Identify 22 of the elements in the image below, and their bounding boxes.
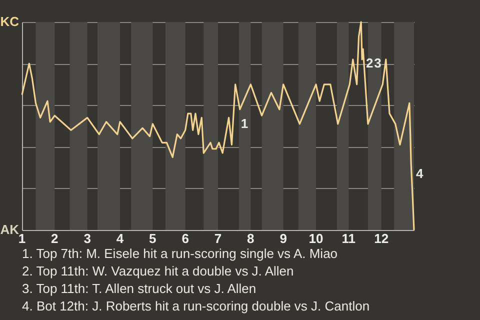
x-tick-label: 6 [182, 231, 189, 246]
x-tick-label: 4 [116, 231, 124, 246]
x-tick-label: 2 [51, 231, 58, 246]
text: 2. Top 11th: W. Vazquez hit a double vs J. Allen [22, 264, 294, 278]
x-tick-label: 3 [84, 231, 91, 246]
x-tick-label: 7 [214, 231, 222, 246]
text: 1. Top 7th: M. Eisele hit a run-scoring single vs A. Miao [22, 246, 338, 261]
text: 4. Bot 12th: J. Roberts hit a run-scoring double vs J. Cantlon [22, 298, 370, 314]
annotation: 1 [240, 116, 248, 131]
x-tick-label: 11 [342, 231, 356, 246]
annotation: 3 [374, 56, 382, 71]
x-tick-label: 8 [247, 231, 254, 246]
text: AK [0, 222, 20, 237]
x-tick-label: 5 [149, 231, 156, 246]
annotation: 2 [366, 56, 374, 71]
x-tick-label: 9 [280, 231, 287, 246]
x-tick-label: 1 [18, 231, 26, 246]
text: KC [0, 14, 20, 29]
annotation: 4 [416, 166, 424, 181]
x-tick-label: 12 [374, 231, 389, 246]
x-tick-label: 10 [308, 231, 324, 246]
text: 3. Top 11th: T. Allen struck out vs J. Allen [22, 281, 256, 296]
